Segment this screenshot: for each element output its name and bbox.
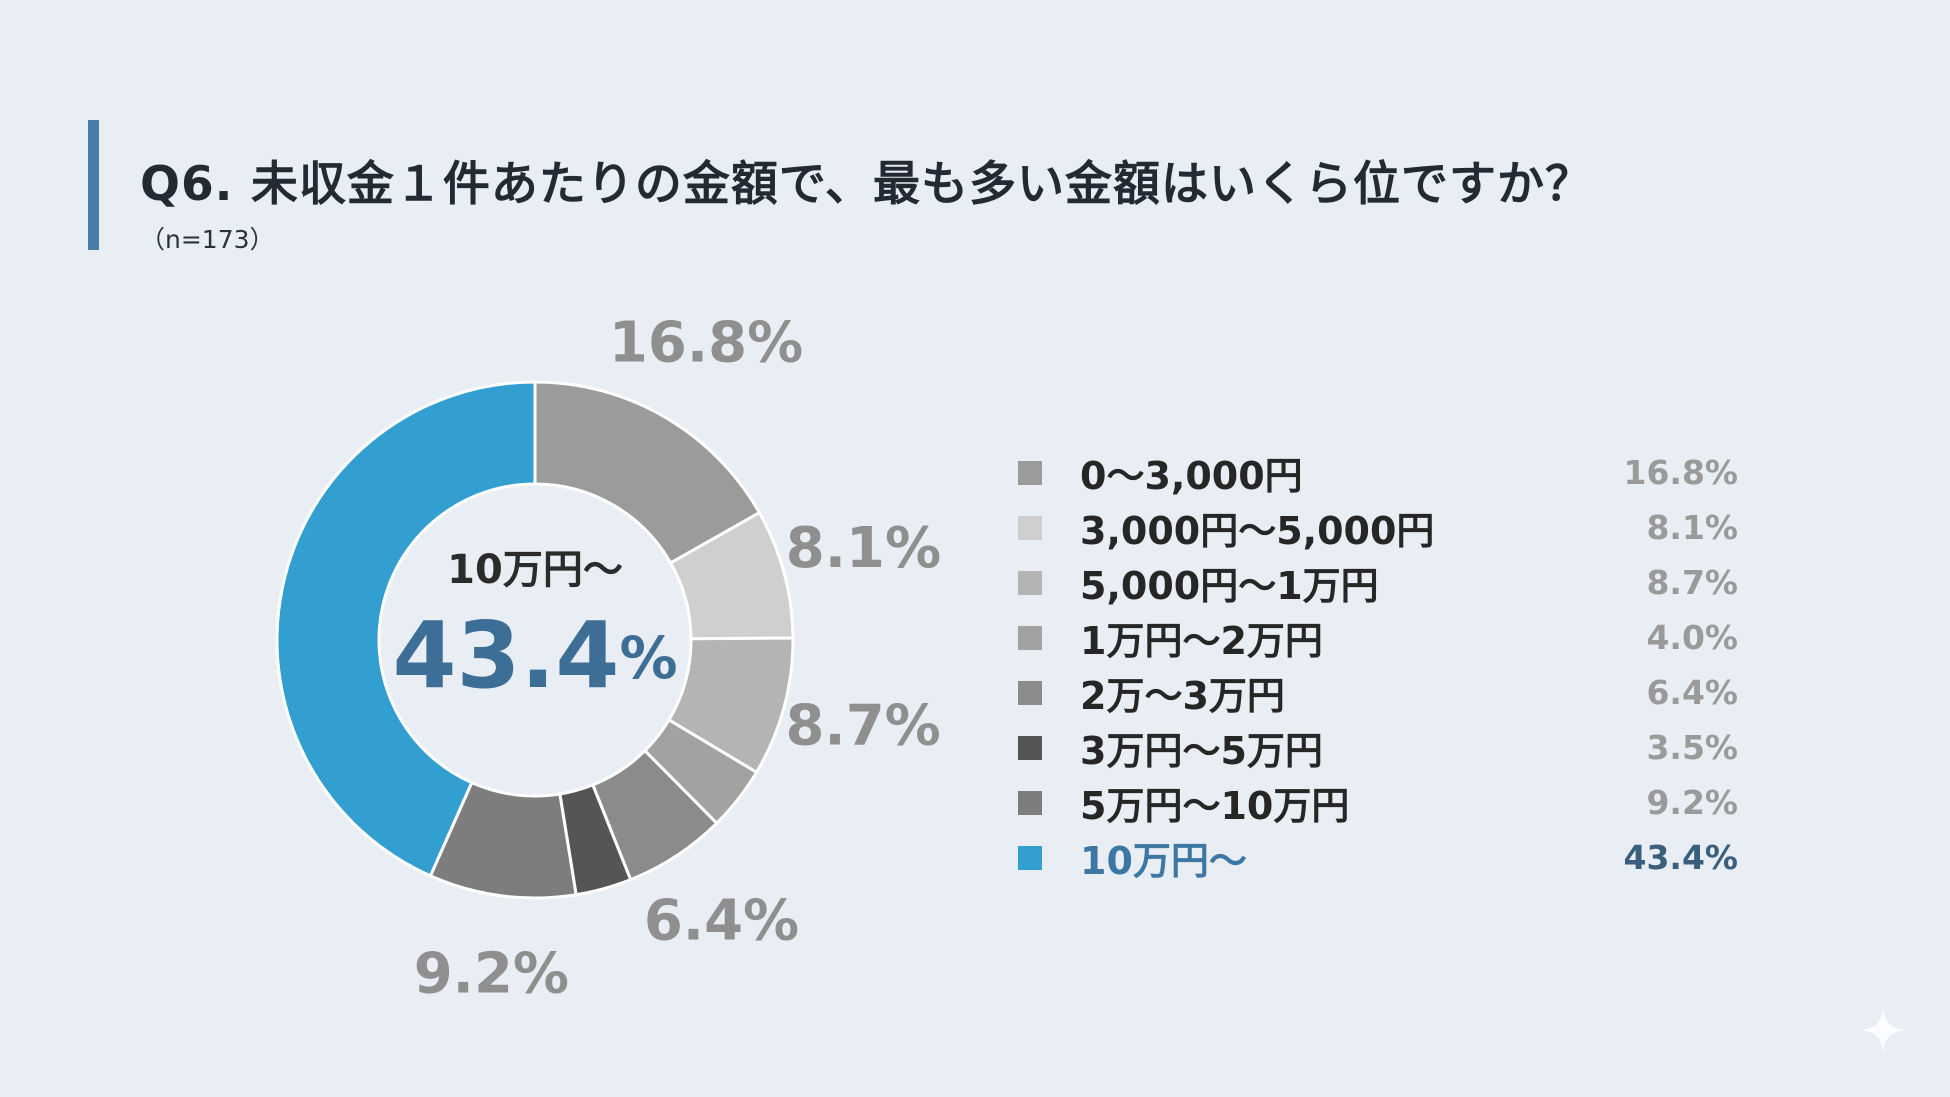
page-title: Q6. 未収金１件あたりの金額で、最も多い金額はいくら位ですか？ xyxy=(140,157,1593,212)
donut-slice-0 xyxy=(533,380,762,566)
legend-label: 3万円～5万円 xyxy=(1080,729,1323,773)
legend-label: 10万円～ xyxy=(1080,839,1247,883)
legend-item: 1万円～2万円 4.0% xyxy=(1018,610,1738,665)
legend-value: 4.0% xyxy=(1646,618,1738,657)
center-category-label: 10万円～ xyxy=(447,547,623,593)
legend-swatch xyxy=(1018,845,1042,870)
legend-swatch xyxy=(1018,680,1042,705)
legend-label: 0～3,000円 xyxy=(1080,454,1303,498)
legend-swatch xyxy=(1018,570,1042,595)
legend-value: 8.7% xyxy=(1646,563,1738,602)
legend-swatch xyxy=(1018,515,1042,540)
legend-label: 3,000円～5,000円 xyxy=(1080,509,1435,553)
donut-slice-7 xyxy=(275,380,537,878)
legend-item: 5,000円～1万円 8.7% xyxy=(1018,555,1738,610)
legend-item: 5万円～10万円 9.2% xyxy=(1018,775,1738,830)
sparkle-icon xyxy=(1860,1007,1906,1053)
legend-swatch xyxy=(1018,460,1042,485)
legend-swatch xyxy=(1018,735,1042,760)
center-value-label: 43.4% xyxy=(392,602,677,709)
legend-value: 16.8% xyxy=(1623,453,1739,492)
legend-swatch xyxy=(1018,625,1042,650)
donut-chart: 16.8% 8.1% 8.7% 6.4% 9.2% 10万円～ 43.4% xyxy=(275,310,941,1006)
legend-label: 5,000円～1万円 xyxy=(1080,564,1379,608)
chart-legend: 0～3,000円 16.8% 3,000円～5,000円 8.1% 5,000円～1万円… xyxy=(1018,445,1738,885)
legend-value: 6.4% xyxy=(1646,673,1738,712)
legend-item: 3万円～5万円 3.5% xyxy=(1018,720,1738,775)
legend-swatch xyxy=(1018,790,1042,815)
legend-value: 3.5% xyxy=(1646,728,1738,767)
title-accent-bar xyxy=(88,120,99,250)
legend-label: 5万円～10万円 xyxy=(1080,784,1350,828)
legend-item: 10万円～ 43.4% xyxy=(1018,830,1738,885)
legend-value: 43.4% xyxy=(1623,838,1739,877)
legend-label: 1万円～2万円 xyxy=(1080,619,1323,663)
legend-item: 3,000円～5,000円 8.1% xyxy=(1018,500,1738,555)
legend-item: 2万～3万円 6.4% xyxy=(1018,665,1738,720)
legend-value: 8.1% xyxy=(1646,508,1738,547)
slice-label-2: 8.7% xyxy=(785,693,940,758)
legend-value: 9.2% xyxy=(1646,783,1738,822)
legend-label: 2万～3万円 xyxy=(1080,674,1285,718)
slice-label-1: 8.1% xyxy=(786,516,941,581)
slice-label-6: 9.2% xyxy=(414,941,569,1006)
slice-label-0: 16.8% xyxy=(609,310,803,375)
legend-item: 0～3,000円 16.8% xyxy=(1018,445,1738,500)
sample-size: （n=173） xyxy=(140,225,275,254)
slice-label-4: 6.4% xyxy=(644,888,799,953)
